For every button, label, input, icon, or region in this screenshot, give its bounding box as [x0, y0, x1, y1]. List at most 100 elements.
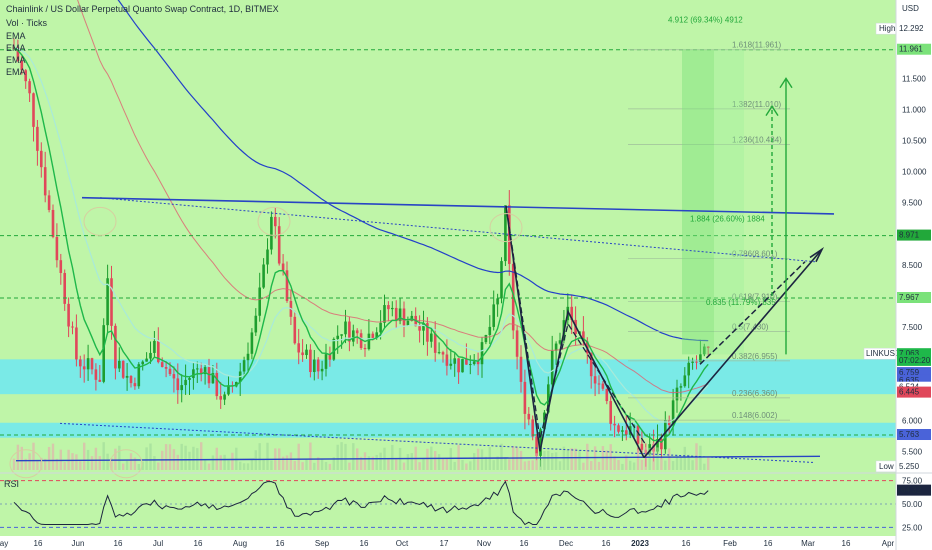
x-tick-label: Jul — [153, 539, 163, 548]
volume-bar — [102, 442, 105, 470]
candle-body — [32, 93, 35, 127]
candle-body — [235, 381, 238, 387]
candle-body — [601, 383, 605, 389]
candle-body — [313, 359, 316, 373]
volume-bar — [453, 461, 456, 470]
x-tick-label: Mar — [801, 539, 815, 548]
volume-bar — [297, 443, 300, 470]
price-tag — [897, 386, 931, 398]
price-tag — [897, 229, 931, 241]
volume-bar — [289, 452, 293, 470]
candle-body — [137, 364, 141, 387]
candle-body — [86, 358, 90, 370]
volume-bar — [590, 461, 593, 470]
rsi-value: 64.32 — [901, 486, 922, 495]
volume-bar — [531, 460, 534, 470]
candle-body — [387, 305, 390, 310]
candle-body — [640, 443, 644, 450]
x-tick-label: 2023 — [631, 539, 649, 548]
candle-body — [519, 356, 523, 382]
price-tag-value: 7.063 — [899, 349, 920, 358]
y-tick-label: 5.500 — [902, 447, 923, 456]
volume-bar — [141, 461, 144, 470]
volume-bar — [480, 449, 484, 470]
volume-bar — [184, 445, 187, 470]
volume-bar — [437, 454, 441, 470]
volume-bar — [83, 442, 86, 470]
volume-bar — [465, 463, 468, 470]
volume-bar — [492, 460, 495, 470]
volume-bar — [348, 462, 351, 470]
volume-bar — [359, 456, 363, 470]
volume-bar — [566, 449, 569, 470]
ema-line — [117, 0, 709, 342]
candle-body — [309, 349, 312, 373]
candle-body — [699, 354, 702, 363]
volume-bar — [200, 442, 203, 470]
support-trendline — [15, 455, 821, 462]
indicator-ema-3[interactable]: EMA — [6, 55, 26, 65]
candle-body — [582, 331, 585, 342]
resistance-trendline — [81, 196, 835, 215]
x-tick-label: 16 — [682, 539, 691, 548]
candle-body — [706, 346, 710, 349]
x-tick-label: 16 — [114, 539, 123, 548]
candle-body — [211, 372, 215, 384]
candle-body — [262, 264, 265, 288]
candle-body — [398, 308, 402, 322]
volume-bar — [371, 456, 374, 470]
candle-body — [660, 438, 663, 450]
volume-bar — [683, 446, 686, 470]
measurement-label: 0.835 (11.79%) 835 — [706, 298, 776, 307]
rsi-label[interactable]: RSI — [4, 479, 20, 489]
volume-bar — [426, 448, 429, 470]
volume-bar — [434, 451, 437, 470]
candle-body — [281, 263, 285, 271]
volume-bar — [652, 442, 655, 470]
candle-body — [433, 333, 437, 353]
measurement-label: 1.884 (26.60%) 1884 — [690, 214, 765, 223]
volume-bar — [703, 463, 706, 470]
indicator-ema-2[interactable]: EMA — [6, 43, 26, 53]
chart-title: Chainlink / US Dollar Perpetual Quanto S… — [6, 4, 279, 14]
candle-body — [472, 361, 476, 365]
candle-body — [297, 343, 300, 353]
indicator-volume[interactable]: Vol · Ticks — [6, 18, 48, 28]
candle-body — [28, 81, 31, 94]
candle-body — [695, 361, 698, 363]
x-tick-label: Sep — [315, 539, 330, 548]
volume-bar — [391, 444, 394, 470]
candle-body — [227, 385, 230, 395]
fib-label: 1.618(11.961) — [732, 41, 782, 50]
candle-body — [445, 354, 449, 366]
volume-bar — [547, 450, 550, 470]
volume-bar — [51, 443, 55, 470]
volume-bar — [313, 462, 316, 470]
volume-bar — [617, 460, 620, 470]
x-tick-label: 16 — [194, 539, 203, 548]
candle-body — [535, 436, 538, 456]
indicator-ema-1[interactable]: EMA — [6, 31, 26, 41]
candle-body — [500, 261, 503, 299]
time-axis — [0, 536, 932, 550]
volume-bar — [262, 459, 265, 470]
fib-label: 1.382(11.010) — [732, 100, 782, 109]
volume-bar — [110, 458, 113, 470]
volume-bar — [157, 462, 160, 470]
price-tag-value: 11.961 — [899, 45, 923, 54]
volume-bar — [363, 452, 367, 470]
volume-bar — [227, 460, 230, 470]
candle-body — [51, 209, 55, 238]
volume-bar — [40, 457, 43, 470]
x-tick-label: 16 — [764, 539, 773, 548]
candle-body — [352, 330, 355, 342]
volume-bar — [207, 463, 211, 470]
candle-body — [129, 375, 133, 384]
y-tick-label: 11.500 — [902, 74, 926, 83]
measurement-label: 4.912 (69.34%) 4912 — [668, 15, 743, 24]
candle-body — [246, 353, 250, 361]
indicator-ema-4[interactable]: EMA — [6, 67, 26, 77]
volume-bar — [301, 462, 304, 470]
